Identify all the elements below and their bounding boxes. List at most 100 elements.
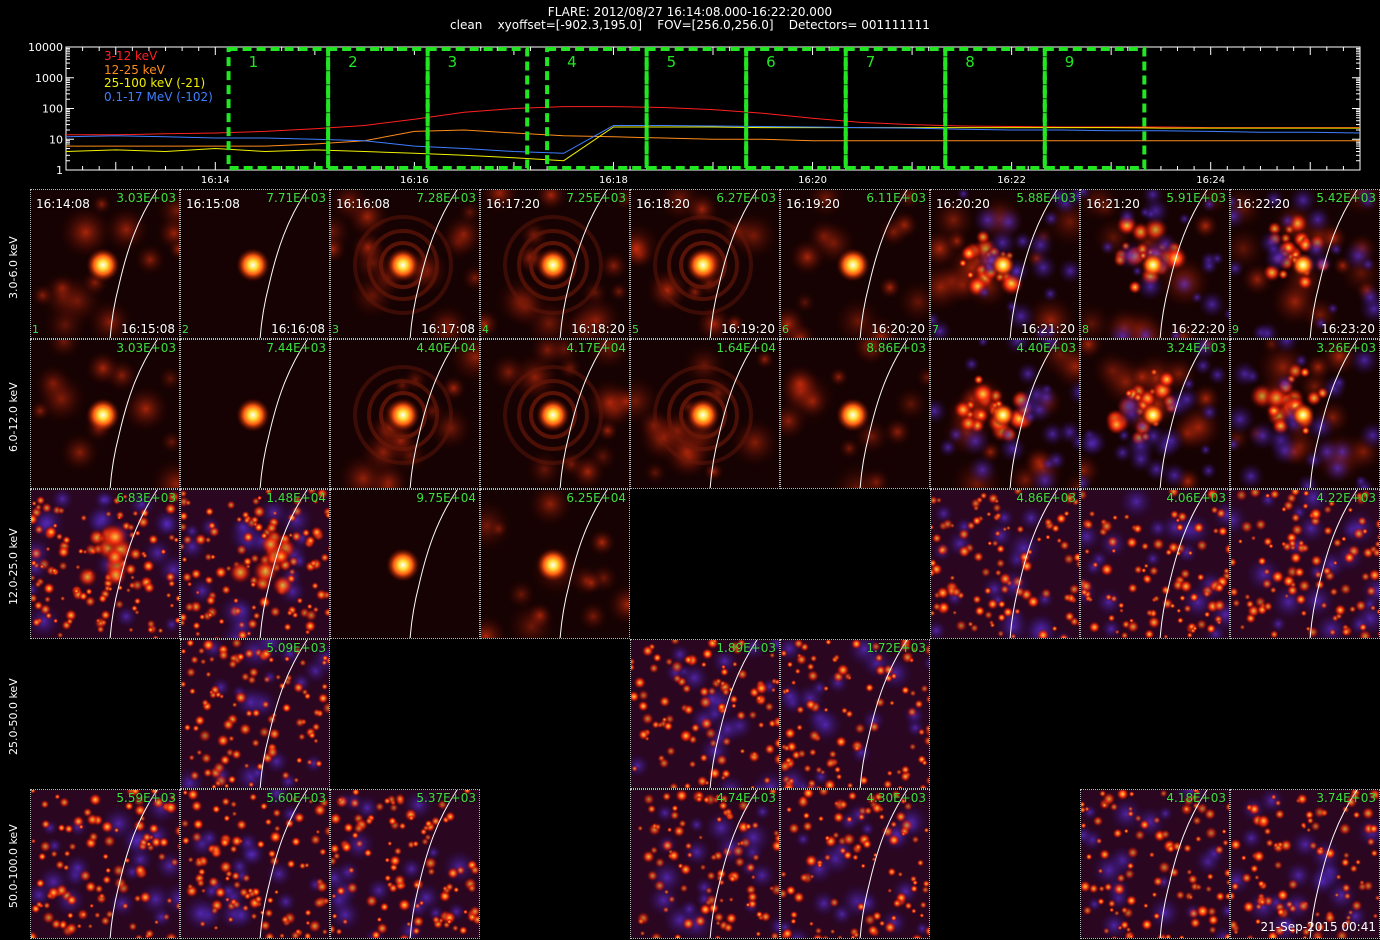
noise-blob xyxy=(903,801,914,812)
noise-background xyxy=(711,713,744,746)
noise-blob xyxy=(55,532,64,541)
noise-blob xyxy=(1231,586,1240,598)
noise-blob xyxy=(315,588,328,601)
noise-blob xyxy=(191,831,203,843)
noise-blob xyxy=(379,902,390,912)
noise-blob xyxy=(163,800,178,815)
peak-value: 1.48E+04 xyxy=(266,491,326,505)
noise-blob xyxy=(1040,587,1053,600)
noise-background xyxy=(682,837,712,867)
noise-blob xyxy=(273,889,280,895)
noise-blob xyxy=(122,494,128,500)
noise-blob xyxy=(663,889,670,895)
noise-background xyxy=(1231,403,1256,436)
noise-background xyxy=(765,640,779,655)
image-map xyxy=(1081,340,1229,488)
diffuse-emission xyxy=(828,366,849,388)
noise-blob xyxy=(42,901,51,910)
noise-blob xyxy=(63,823,74,834)
noise-blob xyxy=(1183,604,1193,614)
noise-blob xyxy=(259,533,282,556)
noise-blob xyxy=(1339,582,1352,596)
noise-blob xyxy=(804,783,816,788)
noise-blob xyxy=(829,897,840,908)
noise-blob xyxy=(157,852,167,862)
noise-blob xyxy=(1284,593,1290,599)
diffuse-emission xyxy=(660,425,714,479)
noise-blob xyxy=(141,552,148,559)
noise-blob xyxy=(817,790,830,798)
noise-background xyxy=(1026,230,1055,260)
noise-blob xyxy=(1258,898,1266,906)
noise-blob xyxy=(787,777,796,785)
noise-blob xyxy=(95,618,101,624)
noise-blob xyxy=(292,646,303,656)
noise-background xyxy=(1057,419,1079,445)
noise-blob xyxy=(1250,535,1257,541)
peak-value: 5.91E+03 xyxy=(1166,191,1226,205)
y-tick-label: 1000 xyxy=(35,72,63,85)
noise-blob xyxy=(863,913,877,927)
noise-blob xyxy=(823,853,832,862)
noise-blob xyxy=(845,815,854,824)
noise-blob xyxy=(259,910,265,916)
noise-blob xyxy=(84,543,98,557)
noise-blob xyxy=(315,829,321,835)
noise-blob xyxy=(66,617,74,626)
sidelobe-ring xyxy=(517,229,589,301)
noise-blob xyxy=(1169,509,1180,520)
noise-blob xyxy=(31,930,39,938)
noise-blob xyxy=(181,818,190,829)
noise-blob xyxy=(451,924,460,932)
solar-limb xyxy=(1309,790,1358,938)
interval-index: 2 xyxy=(182,323,189,336)
image-panel: 9.75E+04 xyxy=(330,489,480,639)
noise-blob xyxy=(1143,628,1155,638)
noise-blob xyxy=(772,715,779,729)
noise-blob xyxy=(667,895,676,904)
image-map xyxy=(331,190,479,338)
noise-blob xyxy=(1239,624,1246,631)
bright-blob xyxy=(970,381,996,407)
noise-blob xyxy=(181,511,189,522)
image-panel: 1.89E+03 xyxy=(630,639,780,789)
noise-blob xyxy=(1274,808,1286,820)
noise-blob xyxy=(924,925,929,937)
noise-blob xyxy=(469,905,479,918)
noise-blob xyxy=(836,663,850,677)
bright-blob xyxy=(1299,366,1311,378)
image-panel: 4.18E+03 xyxy=(1080,789,1230,939)
noise-blob xyxy=(631,657,636,666)
noise-blob xyxy=(436,799,449,811)
noise-blob xyxy=(1221,828,1227,835)
sidelobe-ring xyxy=(379,241,427,289)
noise-background xyxy=(1239,825,1264,851)
sidelobe-ring xyxy=(379,391,427,439)
plot-title: FLARE: 2012/08/27 16:14:08.000-16:22:20.… xyxy=(547,5,833,19)
noise-background xyxy=(687,815,706,834)
noise-blob xyxy=(828,749,838,759)
peak-value: 1.89E+03 xyxy=(716,641,776,655)
x-tick-label: 16:24 xyxy=(1196,175,1225,186)
noise-blob xyxy=(1264,492,1271,499)
noise-blob xyxy=(1148,565,1160,577)
noise-blob xyxy=(954,619,968,632)
noise-blob xyxy=(141,559,156,573)
noise-blob xyxy=(304,608,318,622)
noise-blob xyxy=(795,653,808,666)
noise-blob xyxy=(1290,512,1301,523)
noise-blob xyxy=(1257,556,1267,567)
noise-blob xyxy=(1376,533,1379,541)
noise-blob xyxy=(986,598,999,611)
sidelobe-ring xyxy=(529,391,577,439)
noise-blob xyxy=(1262,601,1274,612)
noise-blob xyxy=(197,647,206,655)
noise-blob xyxy=(1169,602,1176,609)
noise-blob xyxy=(652,652,663,663)
image-panel: 4.30E+03 xyxy=(780,789,930,939)
noise-blob xyxy=(890,914,898,922)
noise-background xyxy=(1269,435,1301,467)
noise-blob xyxy=(783,727,797,740)
peak-value: 7.25E+03 xyxy=(566,191,626,205)
noise-background xyxy=(1042,209,1060,228)
